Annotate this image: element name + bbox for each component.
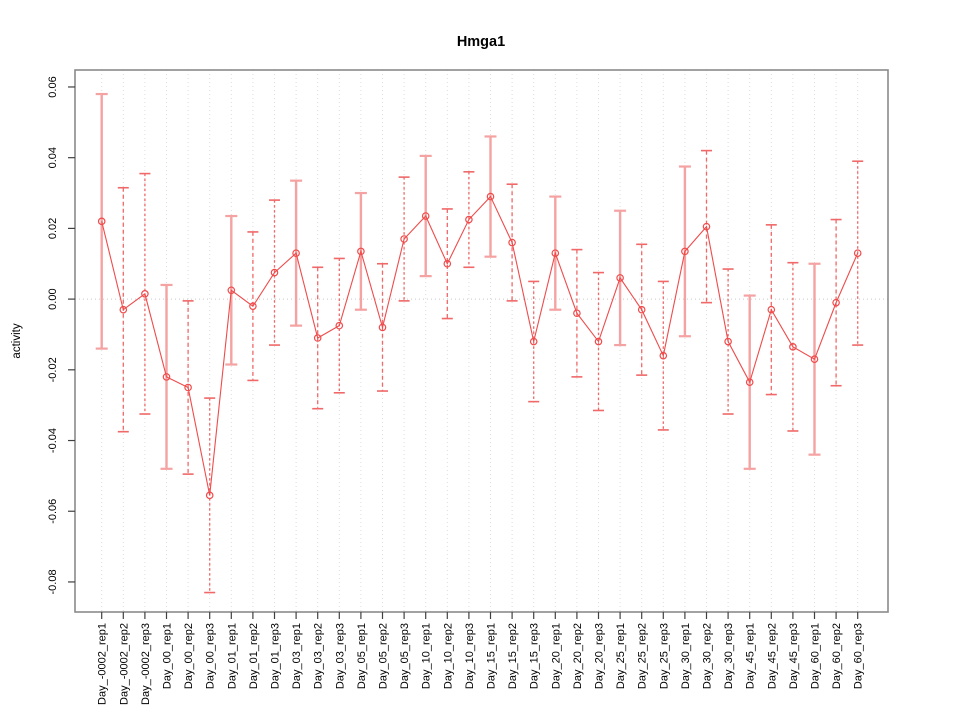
x-tick-label: Day_01_rep1	[226, 623, 238, 689]
data-point	[184, 383, 192, 392]
x-tick-label: Day_05_rep3	[399, 623, 411, 689]
data-point	[594, 337, 603, 346]
data-point	[789, 343, 797, 351]
x-tick-label: Day_01_rep3	[270, 623, 282, 689]
x-tick-label: Day_15_rep1	[486, 623, 498, 689]
data-point	[810, 355, 819, 364]
data-point	[335, 321, 344, 330]
x-tick-label: Day_45_rep3	[788, 623, 800, 689]
x-tick-label: Day_-0002_rep1	[97, 623, 109, 705]
x-tick-label: Day_20_rep1	[550, 623, 562, 689]
x-tick-label: Day_60_rep3	[853, 623, 865, 689]
data-point	[270, 268, 279, 277]
data-point	[853, 249, 862, 257]
data-point	[745, 378, 754, 386]
x-tick-label: Day_60_rep2	[831, 623, 843, 689]
data-point	[508, 238, 516, 247]
x-tick-label: Day_10_rep2	[442, 623, 454, 689]
x-tick-label: Day_01_rep2	[248, 623, 260, 689]
x-tick-label: Day_03_rep2	[313, 623, 325, 689]
x-tick-label: Day_03_rep3	[334, 623, 346, 689]
x-tick-label: Day_60_rep1	[810, 623, 822, 689]
data-point	[292, 249, 300, 257]
data-point	[551, 249, 560, 257]
data-point	[205, 491, 214, 500]
y-tick-label: 0.04	[47, 147, 59, 168]
x-tick-label: Day_30_rep3	[723, 623, 735, 689]
y-tick-label: 0.00	[47, 288, 59, 309]
data-point	[637, 305, 646, 314]
y-tick-label: -0.02	[47, 357, 59, 382]
x-tick-label: Day_15_rep2	[507, 623, 519, 689]
plot-border	[74, 69, 889, 613]
x-tick-label: Day_25_rep1	[615, 623, 627, 689]
x-tick-label: Day_15_rep3	[529, 623, 541, 689]
x-tick-label: Day_20_rep2	[572, 623, 584, 689]
data-point	[421, 212, 430, 220]
x-tick-label: Day_20_rep3	[594, 623, 606, 689]
error-bar	[657, 280, 669, 431]
y-tick-label: -0.04	[47, 428, 59, 453]
x-tick-label: Day_30_rep1	[680, 623, 692, 689]
data-point	[832, 298, 840, 307]
x-tick-label: Day_45_rep2	[766, 623, 778, 689]
chart-title: Hmga1	[457, 34, 505, 50]
data-point	[616, 274, 624, 282]
x-tick-label: Day_-0002_rep2	[118, 623, 130, 705]
data-point	[767, 305, 776, 314]
data-point	[227, 286, 236, 295]
y-tick-label: 0.06	[47, 76, 59, 97]
data-point	[529, 337, 538, 346]
x-tick-label: Day_30_rep2	[702, 623, 714, 689]
data-point	[443, 259, 452, 268]
x-tick-label: Day_-0002_rep3	[140, 623, 152, 705]
x-tick-label: Day_05_rep2	[378, 623, 390, 689]
x-tick-label: Day_10_rep1	[421, 623, 433, 689]
x-tick-label: Day_25_rep3	[658, 623, 670, 689]
x-tick-label: Day_03_rep1	[291, 623, 303, 689]
data-point	[486, 192, 495, 201]
data-point	[400, 235, 408, 243]
x-tick-label: Day_00_rep1	[162, 623, 174, 689]
error-bar	[701, 149, 712, 304]
x-tick-label: Day_00_rep2	[183, 623, 195, 689]
data-point	[659, 351, 668, 360]
axes: -0.08 -0.06 -0.04 -0.02 0.00 0.02 0.04 0.06 Day_…	[47, 69, 889, 705]
x-tick-label: Day_45_rep1	[745, 623, 757, 689]
error-bar	[441, 208, 453, 320]
data-point	[357, 247, 365, 256]
x-tick-label: Day_05_rep1	[356, 623, 368, 689]
error-bar	[247, 231, 259, 382]
x-tick-label: Day_10_rep3	[464, 623, 476, 689]
data-point	[313, 334, 322, 342]
data-point	[249, 302, 257, 310]
data-point	[141, 290, 149, 298]
error-bar	[593, 271, 604, 412]
y-axis-label: activity	[11, 323, 23, 358]
data-point	[702, 222, 711, 231]
y-tick-label: 0.02	[47, 218, 59, 239]
data-series	[95, 92, 864, 594]
error-bar	[463, 171, 475, 269]
data-point	[378, 323, 387, 332]
series-line	[101, 195, 859, 496]
data-point	[465, 215, 473, 224]
y-tick-label: -0.08	[47, 569, 59, 594]
data-point	[97, 217, 106, 226]
data-point	[681, 247, 689, 256]
data-point	[162, 373, 171, 381]
y-tick-label: -0.06	[47, 499, 59, 524]
error-bar	[787, 261, 799, 432]
data-point	[724, 337, 732, 346]
data-point	[573, 309, 581, 318]
x-tick-label: Day_25_rep2	[637, 623, 649, 689]
data-point	[119, 305, 128, 314]
x-tick-label: Day_00_rep3	[205, 623, 217, 689]
error-bar	[830, 218, 842, 387]
